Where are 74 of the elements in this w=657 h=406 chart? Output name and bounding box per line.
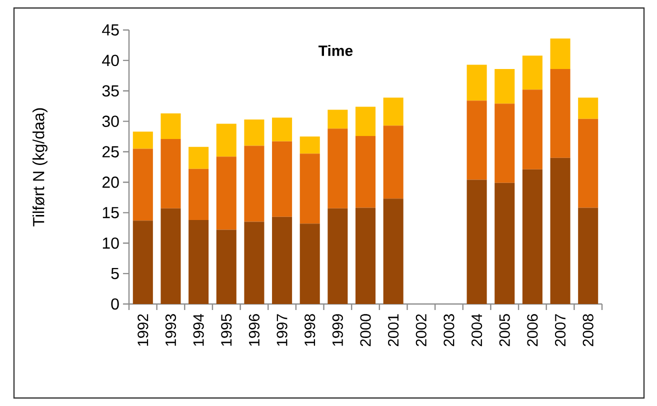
bar bbox=[300, 136, 320, 154]
bar bbox=[550, 158, 570, 304]
bar bbox=[160, 113, 181, 139]
bar bbox=[188, 146, 209, 169]
y-tick-label: 10 bbox=[102, 237, 119, 249]
bar bbox=[244, 222, 264, 304]
x-tick-label: 1994 bbox=[193, 314, 204, 346]
x-tick-label: 2007 bbox=[554, 314, 566, 346]
bar bbox=[216, 124, 236, 157]
bar bbox=[383, 98, 404, 126]
bar bbox=[494, 68, 515, 104]
x-tick-label: 2000 bbox=[360, 314, 371, 346]
x-tick-label: 1993 bbox=[165, 314, 176, 346]
text: Time bbox=[318, 45, 353, 56]
bar bbox=[160, 208, 181, 304]
bar bbox=[466, 180, 487, 304]
bar bbox=[132, 148, 153, 221]
y-tick-label: 20 bbox=[102, 176, 119, 188]
bar bbox=[160, 138, 181, 208]
bar bbox=[300, 224, 320, 304]
x-tick-label: 1996 bbox=[248, 314, 260, 346]
bar bbox=[272, 141, 292, 217]
x-tick-label: 2004 bbox=[471, 314, 482, 346]
x-tick-label: 1995 bbox=[221, 314, 232, 346]
x-tick-label: 2002 bbox=[416, 314, 426, 346]
bar bbox=[132, 220, 153, 304]
x-tick-label: 1998 bbox=[304, 314, 316, 346]
bar bbox=[300, 154, 320, 224]
bar bbox=[466, 100, 487, 180]
y-tick-label: 40 bbox=[102, 54, 119, 66]
bar bbox=[383, 198, 404, 304]
bar bbox=[188, 168, 209, 220]
x-tick-label: 1992 bbox=[138, 314, 148, 346]
x-tick-label: 2003 bbox=[444, 314, 454, 346]
y-tick-label: 25 bbox=[102, 146, 119, 158]
bar bbox=[522, 169, 542, 304]
y-axis-title: Tilført N (kg/daa) bbox=[32, 108, 48, 226]
y-tick-label: 45 bbox=[102, 24, 119, 36]
bar bbox=[328, 208, 348, 304]
x-tick-label: 2008 bbox=[582, 314, 594, 346]
bar bbox=[578, 98, 598, 119]
bar bbox=[383, 126, 404, 199]
bar bbox=[328, 110, 348, 129]
bar bbox=[522, 90, 542, 170]
bar bbox=[216, 230, 236, 304]
bar bbox=[578, 118, 598, 208]
bar bbox=[355, 136, 376, 208]
y-tick-label: 30 bbox=[102, 116, 119, 127]
bar bbox=[550, 68, 570, 158]
bar bbox=[550, 38, 570, 69]
bar bbox=[244, 146, 264, 222]
x-tick-label: 2006 bbox=[527, 314, 538, 346]
bar bbox=[272, 216, 292, 304]
x-tick-label: 1999 bbox=[332, 314, 343, 346]
x-tick-label: 1997 bbox=[276, 314, 288, 346]
y-tick-label: 35 bbox=[102, 85, 119, 97]
bar bbox=[466, 64, 487, 101]
bar bbox=[355, 106, 376, 136]
bar bbox=[132, 132, 153, 149]
bar bbox=[494, 104, 515, 183]
bar bbox=[578, 208, 598, 304]
y-tick-label: 15 bbox=[102, 207, 119, 218]
x-tick-label: 2001 bbox=[388, 314, 399, 346]
x-tick-label: 2005 bbox=[499, 314, 510, 346]
bar bbox=[188, 220, 209, 304]
bar bbox=[328, 128, 348, 208]
bar bbox=[355, 208, 376, 304]
bar bbox=[494, 182, 515, 304]
bar bbox=[216, 156, 236, 230]
bar bbox=[272, 118, 292, 142]
bar bbox=[244, 120, 264, 146]
y-tick-label: 5 bbox=[111, 268, 119, 280]
bar bbox=[522, 56, 542, 90]
y-tick-label: 0 bbox=[111, 298, 119, 310]
